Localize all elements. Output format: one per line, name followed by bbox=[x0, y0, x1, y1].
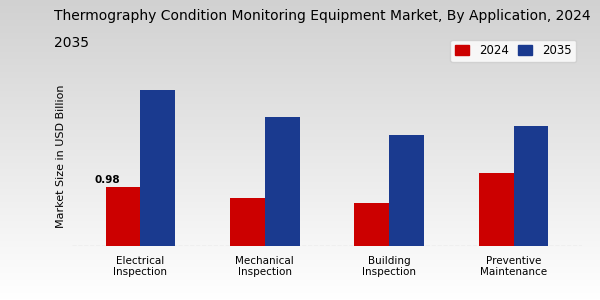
Bar bbox=[230, 198, 265, 246]
Bar bbox=[479, 173, 514, 246]
Bar bbox=[265, 117, 299, 246]
Y-axis label: Market Size in USD Billion: Market Size in USD Billion bbox=[56, 84, 67, 228]
Bar bbox=[106, 187, 140, 246]
Text: 0.98: 0.98 bbox=[94, 176, 119, 185]
Legend: 2024, 2035: 2024, 2035 bbox=[451, 40, 576, 62]
Bar bbox=[140, 90, 175, 246]
Text: Thermography Condition Monitoring Equipment Market, By Application, 2024: Thermography Condition Monitoring Equipm… bbox=[54, 9, 590, 23]
Bar bbox=[514, 126, 548, 246]
Bar bbox=[355, 203, 389, 246]
Bar bbox=[389, 135, 424, 246]
Text: 2035: 2035 bbox=[54, 36, 89, 50]
